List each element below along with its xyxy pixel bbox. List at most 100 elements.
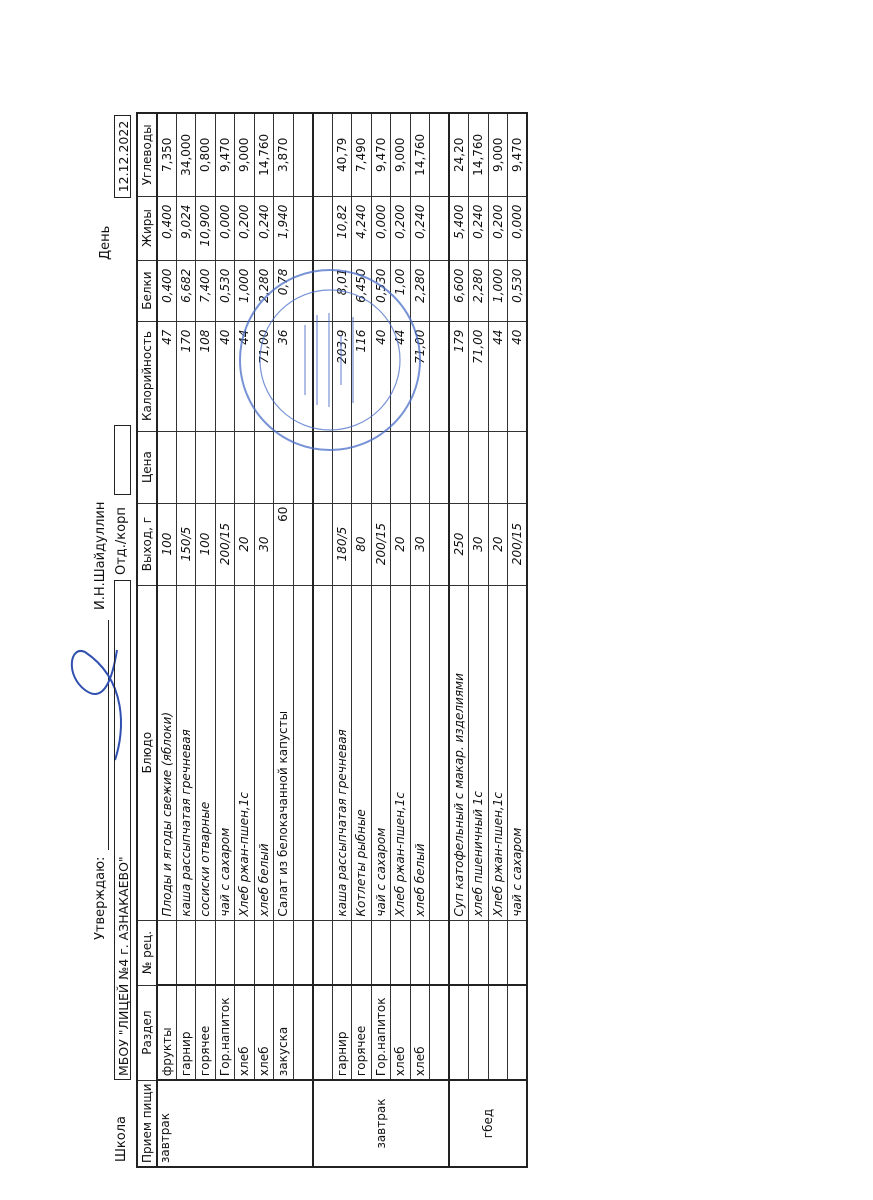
kcal-cell: 40	[371, 321, 391, 432]
yield-cell: 200/15	[215, 503, 235, 586]
carbs-cell: 3,870	[273, 113, 293, 197]
recipe-cell	[312, 920, 332, 986]
protein-cell: 6,682	[176, 260, 196, 322]
carbs-cell: 9,470	[507, 113, 527, 197]
price-cell	[293, 431, 313, 504]
dish-cell: Суп катофельный с макар. изделиями	[449, 585, 469, 921]
recipe-cell	[449, 920, 469, 986]
department-field	[114, 425, 131, 495]
fat-cell: 4,240	[351, 196, 371, 261]
kcal-cell: 203,9	[332, 321, 352, 432]
yield-cell: 150/5	[176, 503, 196, 586]
column-header: Раздел	[137, 985, 157, 1081]
table-row: гбед Суп катофельный с макар. изделиями 25…	[449, 113, 527, 1167]
yield-cell: 20	[390, 503, 410, 586]
kcal-cell: 71,00	[254, 321, 274, 432]
column-header: Цена	[137, 431, 157, 504]
yield-cell: 250	[449, 503, 469, 586]
section-cell: гарнир	[176, 985, 196, 1081]
table-row: хлеб хлеб белый 30 71,00 2,280 0,240 14,760	[410, 113, 430, 1167]
date-field: 12.12.2022	[114, 115, 131, 198]
dish-cell: хлеб пшеничный 1с	[468, 585, 488, 921]
protein-cell	[429, 260, 449, 322]
price-cell	[371, 431, 391, 504]
yield-cell: 30	[254, 503, 274, 586]
dish-cell: сосиски отварные	[195, 585, 215, 921]
recipe-cell	[429, 920, 449, 986]
carbs-cell: 9,470	[371, 113, 391, 197]
price-cell	[488, 431, 508, 504]
dish-cell	[312, 585, 332, 921]
table-row: горячее Котлеты рыбные 80 116 6,450 4,240 7,49…	[351, 113, 371, 1167]
protein-cell: 0,530	[215, 260, 235, 322]
carbs-cell: 9,000	[488, 113, 508, 197]
price-cell	[156, 431, 176, 504]
price-cell	[351, 431, 371, 504]
table-row	[429, 113, 449, 1167]
yield-cell: 100	[195, 503, 215, 586]
section-cell	[449, 985, 469, 1081]
signature-icon	[70, 649, 122, 761]
recipe-cell	[273, 920, 293, 986]
table-row	[293, 113, 313, 1167]
recipe-cell	[371, 920, 391, 986]
table-row: закуска Салат из белокачанной капусты 60 36…	[273, 113, 293, 1167]
kcal-cell	[429, 321, 449, 432]
day-label: День	[98, 225, 113, 260]
fat-cell: 1,940	[273, 196, 293, 261]
price-cell	[254, 431, 274, 504]
table-row: горячее сосиски отварные 100 108 7,400 10,900…	[195, 113, 215, 1167]
recipe-cell	[390, 920, 410, 986]
fat-cell: 0,000	[215, 196, 235, 261]
dish-cell: чай с сахаром	[507, 585, 527, 921]
section-cell: хлеб	[390, 985, 410, 1081]
table-row: Гор.напиток чай с сахаром 200/15 40 0,530 0,0…	[371, 113, 391, 1167]
yield-cell: 30	[410, 503, 430, 586]
recipe-cell	[293, 920, 313, 986]
table-row: Гор.напиток чай с сахаром 200/15 40 0,530 0,0…	[215, 113, 235, 1167]
price-cell	[176, 431, 196, 504]
section-cell: гарнир	[332, 985, 352, 1081]
price-cell	[390, 431, 410, 504]
protein-cell: 7,400	[195, 260, 215, 322]
section-cell: Гор.напиток	[371, 985, 391, 1081]
fat-cell: 0,400	[156, 196, 176, 261]
protein-cell: 0,530	[507, 260, 527, 322]
yield-cell	[293, 503, 313, 586]
carbs-cell: 40,79	[332, 113, 352, 197]
carbs-cell: 14,760	[410, 113, 430, 197]
fat-cell: 0,000	[507, 196, 527, 261]
recipe-cell	[254, 920, 274, 986]
dish-cell: Хлеб ржан-пшен,1с	[488, 585, 508, 921]
protein-cell: 0,400	[156, 260, 176, 322]
recipe-cell	[332, 920, 352, 986]
column-header: Жиры	[137, 196, 157, 261]
dish-cell: чай с сахаром	[215, 585, 235, 921]
recipe-cell	[215, 920, 235, 986]
protein-cell: 0,78	[273, 260, 293, 322]
carbs-cell: 24,20	[449, 113, 469, 197]
fat-cell	[429, 196, 449, 261]
carbs-cell: 14,760	[468, 113, 488, 197]
column-header: Выход, г	[137, 503, 157, 586]
price-cell	[195, 431, 215, 504]
dish-cell: Хлеб ржан-пшен,1с	[390, 585, 410, 921]
table-row: завтрак	[312, 113, 449, 1167]
carbs-cell	[429, 113, 449, 197]
dish-cell: каша рассыпчатая гречневая	[176, 585, 196, 921]
price-cell	[429, 431, 449, 504]
kcal-cell: 170	[176, 321, 196, 432]
yield-cell: 200/15	[507, 503, 527, 586]
kcal-cell: 116	[351, 321, 371, 432]
dish-cell: хлеб белый	[410, 585, 430, 921]
carbs-cell: 14,760	[254, 113, 274, 197]
section-cell: фрукты	[156, 985, 176, 1081]
column-header: Белки	[137, 260, 157, 322]
carbs-cell: 7,490	[351, 113, 371, 197]
section-cell: закуска	[273, 985, 293, 1081]
kcal-cell: 47	[156, 321, 176, 432]
price-cell	[410, 431, 430, 504]
column-header: Блюдо	[137, 585, 157, 921]
recipe-cell	[176, 920, 196, 986]
fat-cell: 9,024	[176, 196, 196, 261]
